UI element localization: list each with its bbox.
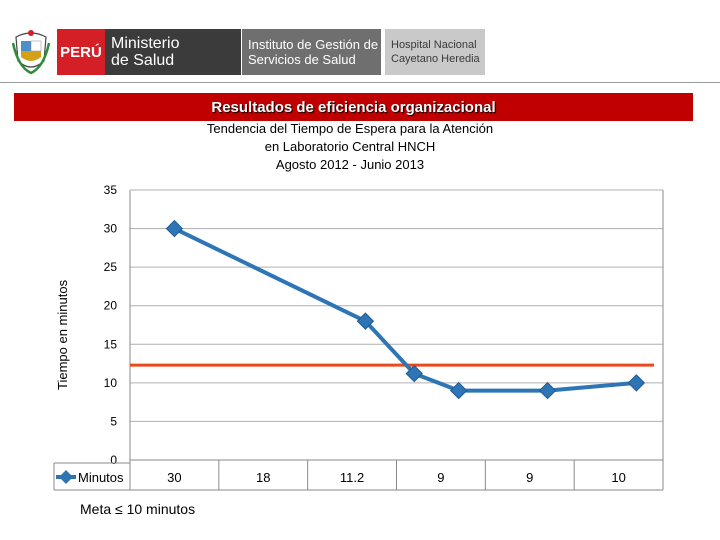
- table-value: 9: [526, 470, 533, 485]
- chart-title-line-2: en Laboratorio Central HNCH: [264, 139, 436, 154]
- legend-marker-minutos: [59, 470, 73, 484]
- logo-hospital-line2: Cayetano Heredia: [391, 53, 480, 65]
- banner-title: Resultados de eficiencia organizacional: [211, 99, 496, 116]
- logo-ministerio-line1: Ministerio: [111, 35, 180, 52]
- y-tick-label: 20: [104, 299, 118, 313]
- logo-hospital-line1: Hospital Nacional: [391, 39, 477, 51]
- table-value: 9: [437, 470, 444, 485]
- logo-ministerio: Ministerio de Salud: [105, 29, 241, 75]
- series-line-minutos: [173, 226, 637, 393]
- chart-title: Tendencia del Tiempo de Espera para la A…: [150, 120, 550, 174]
- logo-hospital: Hospital Nacional Cayetano Heredia: [385, 29, 485, 75]
- logo-peru: PERÚ: [57, 29, 105, 75]
- legend-label-minutos: Minutos: [78, 470, 124, 485]
- header: PERÚ Ministerio de Salud Instituto de Ge…: [0, 0, 720, 85]
- y-tick-label: 5: [110, 414, 117, 428]
- data-point: [627, 374, 646, 392]
- logo-instituto-line1: Instituto de Gestión de: [248, 37, 379, 52]
- table-value: 11.2: [340, 470, 364, 485]
- data-point: [449, 381, 468, 400]
- table-value: 18: [256, 470, 270, 485]
- data-point: [538, 381, 557, 400]
- peru-coat-of-arms-icon: [12, 30, 50, 75]
- y-tick-label: 0: [110, 453, 117, 467]
- table-value: 30: [167, 470, 181, 485]
- table-value: 10: [611, 470, 625, 485]
- section-banner: Resultados de eficiencia organizacional: [14, 93, 693, 121]
- logo-peru-text: PERÚ: [60, 43, 102, 61]
- y-tick-label: 15: [104, 337, 118, 351]
- y-tick-label: 35: [104, 183, 118, 197]
- data-point: [356, 312, 375, 330]
- logo-ministerio-line2: de Salud: [111, 52, 175, 69]
- logo-instituto-line2: Servicios de Salud: [248, 52, 356, 67]
- logo-instituto: Instituto de Gestión de Servicios de Sal…: [241, 29, 381, 75]
- institution-logos: PERÚ Ministerio de Salud Instituto de Ge…: [57, 29, 485, 75]
- header-divider: [0, 82, 720, 83]
- data-point: [405, 364, 423, 383]
- y-tick-label: 25: [104, 260, 118, 274]
- data-point: [165, 219, 184, 238]
- goal-text: Meta ≤ 10 minutos: [80, 501, 196, 517]
- y-tick-label: 30: [104, 222, 118, 236]
- chart-title-line-1: Tendencia del Tiempo de Espera para la A…: [206, 121, 494, 136]
- y-tick-label: 10: [104, 376, 118, 390]
- chart-title-line-3: Agosto 2012 - Junio 2013: [275, 157, 425, 172]
